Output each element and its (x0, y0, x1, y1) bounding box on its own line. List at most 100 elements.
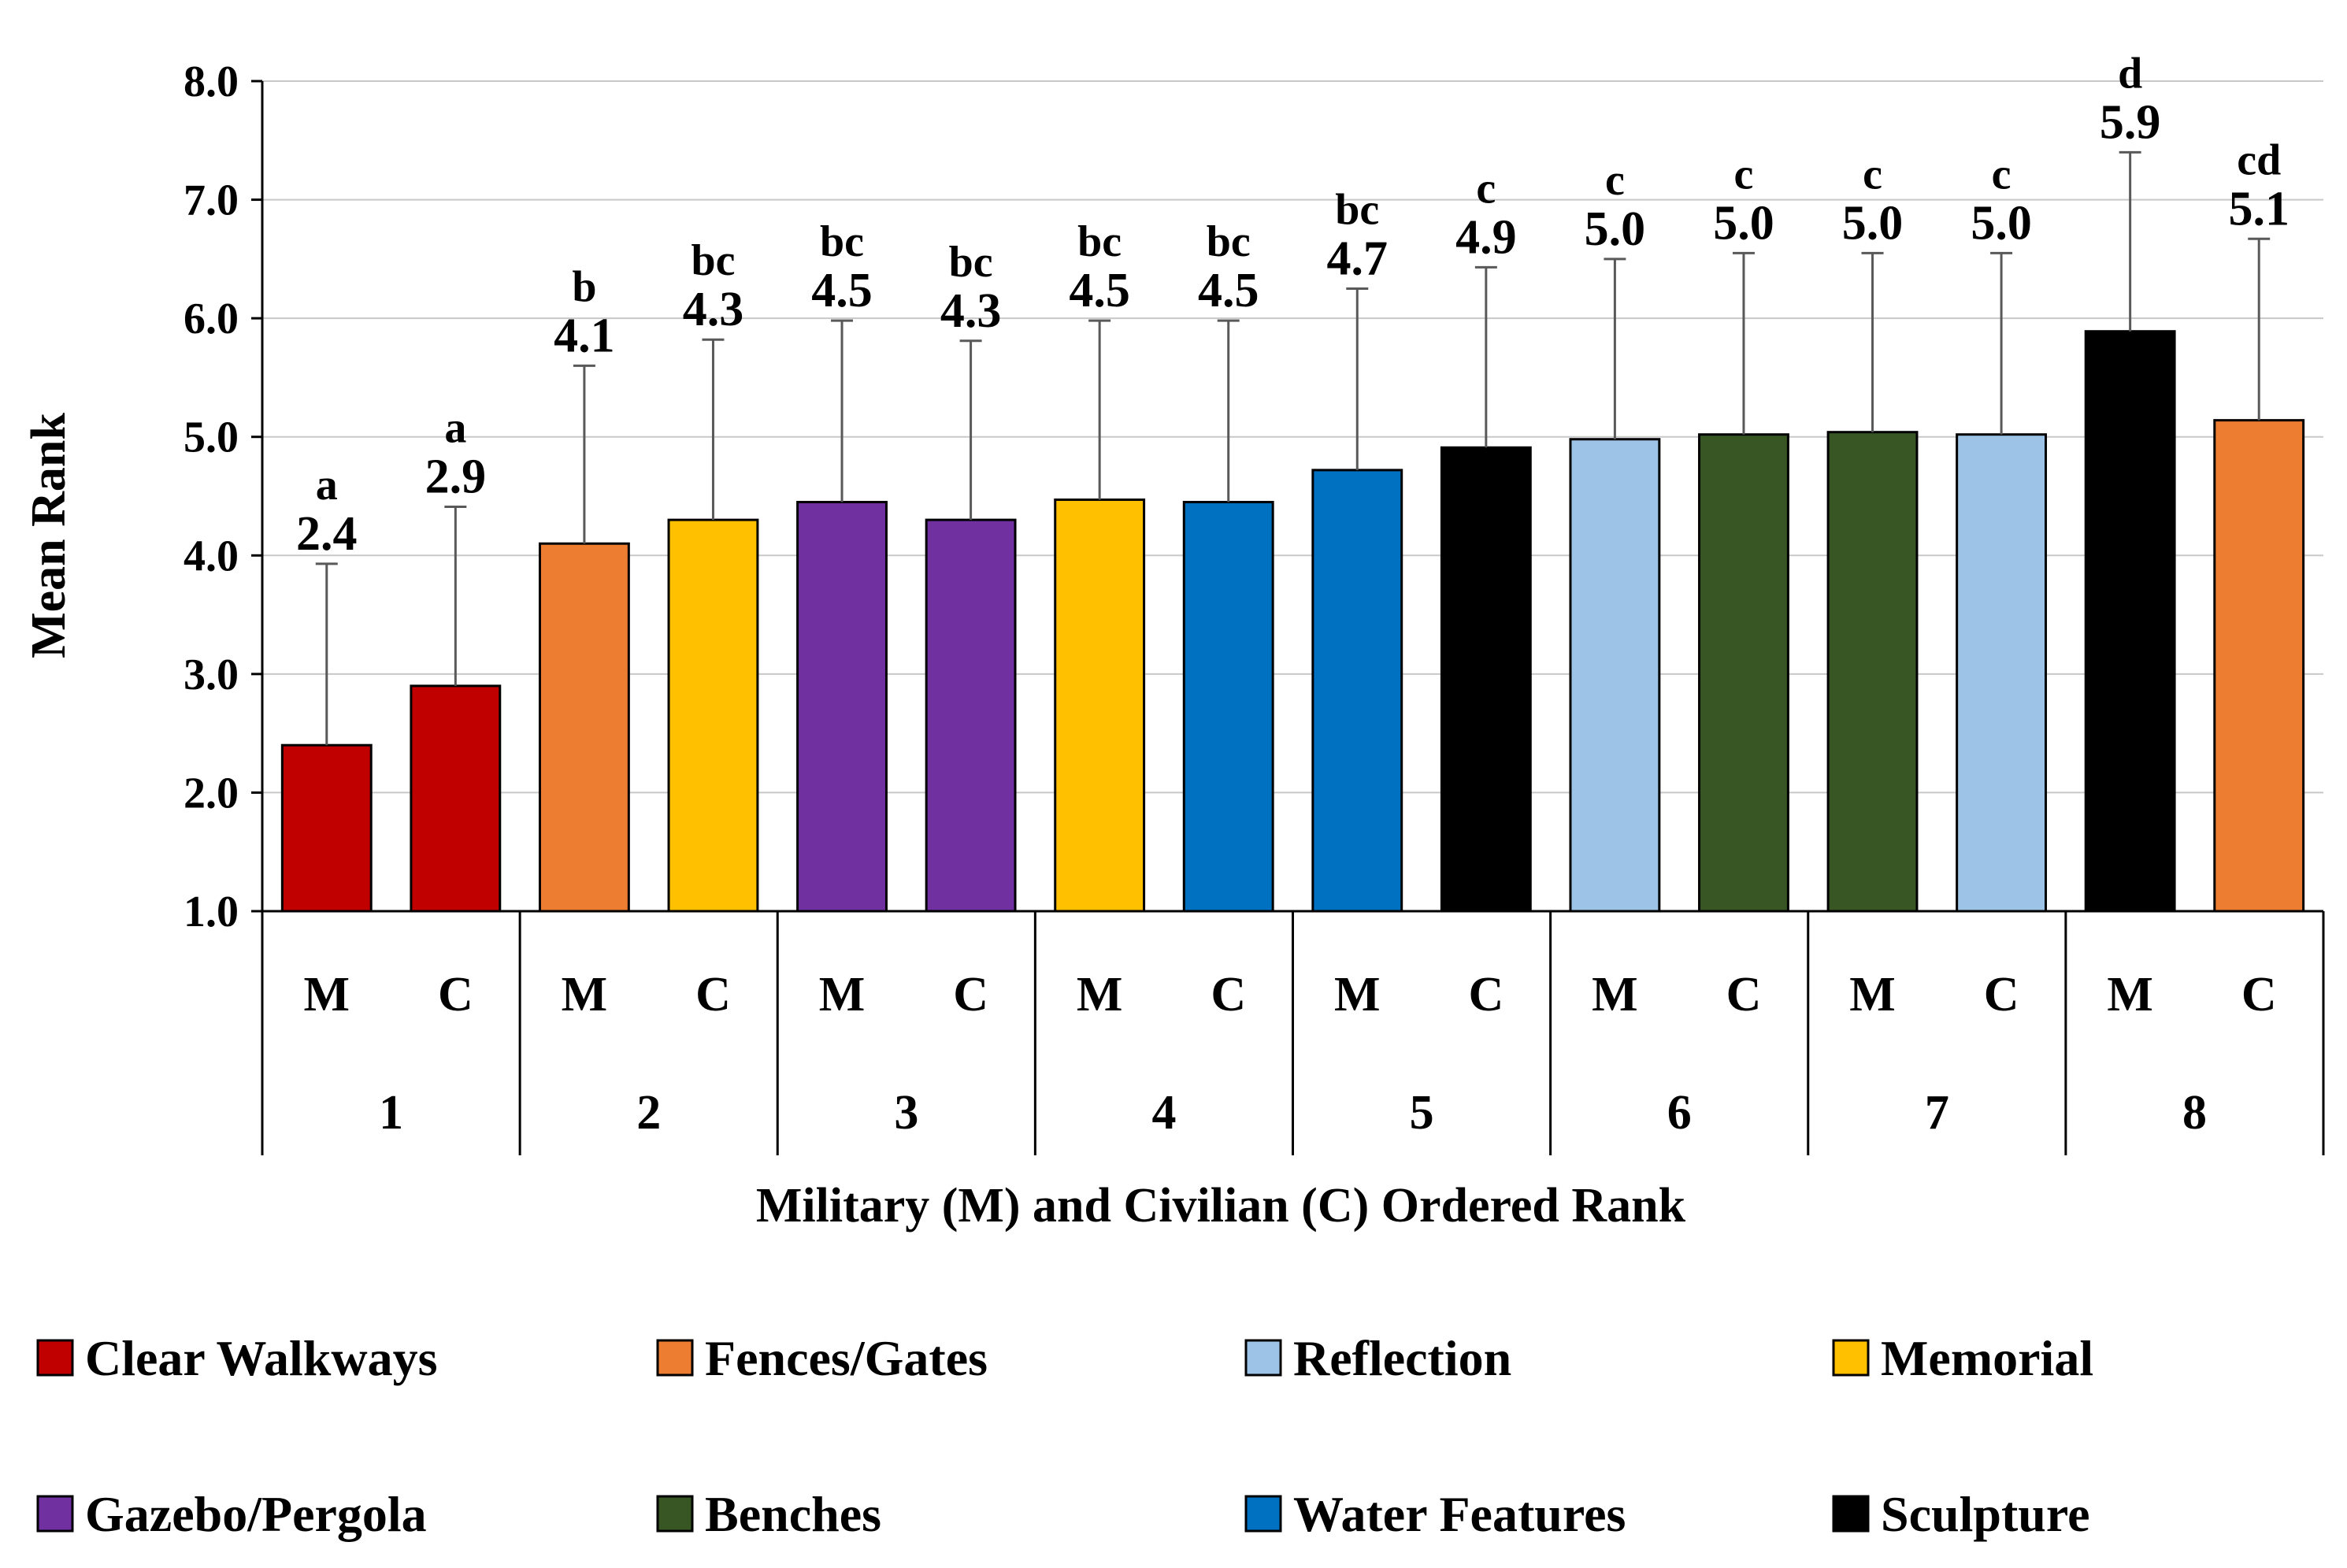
significance-label: bc (1207, 217, 1251, 266)
y-tick-label: 1.0 (184, 888, 239, 936)
bar (1054, 499, 1146, 913)
y-tick-label: 8.0 (184, 57, 239, 106)
x-group-label: 2 (636, 1086, 661, 1140)
data-label: 4.5 (1069, 264, 1130, 317)
x-subcategory-label: M (1077, 968, 1123, 1021)
y-axis: 1.0 2.0 3.0 4.0 5.0 6.0 7.0 8.0 (184, 57, 264, 936)
significance-label: d (2118, 49, 2142, 98)
bar (796, 501, 888, 913)
x-subcategory-label: C (1468, 968, 1503, 1021)
x-group-label: 4 (1151, 1086, 1176, 1140)
significance-label: a (444, 404, 466, 453)
legend: Clear Walkways Fences/Gates Reflection Memo… (36, 1330, 2093, 1542)
x-subcategory-label: C (1984, 968, 2019, 1021)
x-subcategory-label: M (1849, 968, 1896, 1021)
legend-swatch (1244, 1339, 1282, 1377)
bar (1440, 446, 1532, 913)
legend-label: Sculpture (1881, 1486, 2090, 1542)
x-group-label: 7 (1925, 1086, 1949, 1140)
data-label: 5.0 (1713, 196, 1774, 250)
x-subcategory-label: M (2107, 968, 2153, 1021)
data-label: 2.9 (425, 450, 487, 504)
significance-label: c (1992, 150, 2011, 198)
significance-label: a (316, 461, 338, 510)
y-tick-label: 2.0 (184, 769, 239, 817)
legend-label: Reflection (1293, 1330, 1511, 1386)
legend-swatch (1244, 1495, 1282, 1533)
x-subcategory-label: M (819, 968, 866, 1021)
significance-label: cd (2237, 135, 2281, 184)
legend-label: Benches (705, 1486, 881, 1542)
x-subcategory-label: M (1334, 968, 1381, 1021)
significance-label: bc (820, 217, 864, 266)
x-group-label: 1 (379, 1086, 403, 1140)
significance-label: c (1605, 156, 1625, 205)
significance-label: bc (1077, 217, 1122, 266)
significance-label: bc (1335, 186, 1379, 235)
x-subcategory-label: M (1592, 968, 1638, 1021)
significance-label: bc (949, 238, 993, 287)
data-label: 4.5 (1198, 264, 1259, 317)
significance-label: c (1734, 150, 1754, 198)
bar (667, 518, 759, 913)
x-subcategory-label: C (2241, 968, 2277, 1021)
significance-label: c (1476, 164, 1496, 213)
significance-label: c (1863, 150, 1882, 198)
data-label: 5.0 (1842, 196, 1904, 250)
y-tick-label: 3.0 (184, 651, 239, 699)
y-tick-label: 6.0 (184, 295, 239, 343)
x-group-label: 6 (1667, 1086, 1692, 1140)
error-bars (315, 150, 2271, 746)
data-label: 4.3 (683, 283, 744, 336)
legend-swatch (1832, 1339, 1870, 1377)
legend-label: Water Features (1293, 1486, 1626, 1542)
bar (280, 743, 373, 913)
bar (2213, 419, 2305, 913)
bar (1956, 433, 2048, 913)
bar (1311, 469, 1403, 913)
legend-swatch (656, 1339, 694, 1377)
bar (1569, 438, 1661, 913)
legend-swatch (36, 1495, 74, 1533)
x-subcategory-label: C (695, 968, 731, 1021)
bar (538, 542, 630, 913)
legend-label: Fences/Gates (705, 1330, 988, 1386)
x-group-label: 3 (894, 1086, 918, 1140)
x-subcategory-label: C (438, 968, 473, 1021)
bar (925, 518, 1017, 913)
x-subcategory-label: C (1211, 968, 1246, 1021)
data-label: 5.1 (2228, 182, 2290, 235)
bar (410, 684, 502, 913)
x-subcategory-label: C (953, 968, 988, 1021)
x-group-label: 5 (1410, 1086, 1434, 1140)
x-axis-title: Military (M) and Civilian (C) Ordered Ra… (756, 1179, 1686, 1233)
x-subcategory-label: M (304, 968, 350, 1021)
data-label: 4.7 (1327, 232, 1389, 286)
data-label: 2.4 (296, 507, 358, 561)
legend-label: Clear Walkways (85, 1330, 437, 1386)
legend-label: Gazebo/Pergola (85, 1486, 427, 1542)
y-tick-label: 5.0 (184, 413, 239, 462)
bar (1698, 433, 1789, 913)
data-label: 5.0 (1585, 202, 1646, 256)
y-tick-label: 4.0 (184, 532, 239, 580)
bar (1826, 431, 1919, 913)
legend-swatch (36, 1339, 74, 1377)
y-tick-label: 7.0 (184, 176, 239, 225)
y-axis-title: Mean Rank (22, 413, 76, 658)
bar (1182, 501, 1274, 913)
x-subcategory-label: M (562, 968, 608, 1021)
data-label: 4.1 (554, 309, 615, 362)
legend-swatch (656, 1495, 694, 1533)
bars (280, 330, 2305, 913)
significance-label: b (572, 262, 596, 311)
x-group-label: 8 (2182, 1086, 2207, 1140)
data-label: 5.0 (1971, 196, 2032, 250)
x-subcategory-label: C (1726, 968, 1762, 1021)
data-label: 5.9 (2100, 95, 2161, 149)
data-label: 4.5 (811, 264, 873, 317)
data-label: 4.9 (1455, 210, 1517, 264)
legend-label: Memorial (1881, 1330, 2093, 1386)
